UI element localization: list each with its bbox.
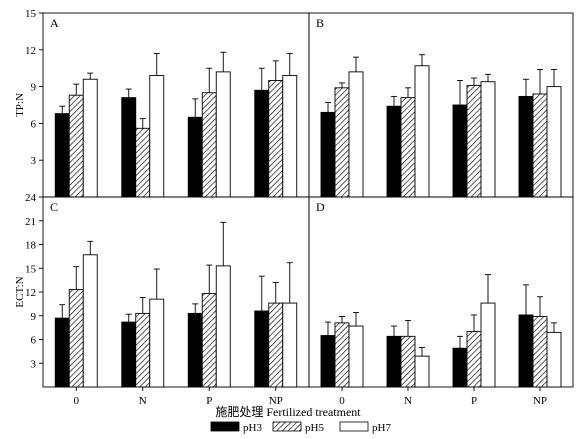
y-tick-label: 21 <box>25 216 36 228</box>
bar-d-0-ph3 <box>320 335 336 388</box>
bar-b-np-ph5 <box>532 93 548 198</box>
bar-c-np-ph7 <box>282 302 298 388</box>
y-tick-label: 15 <box>25 8 37 20</box>
bar-a-p-ph5 <box>201 92 217 198</box>
x-tick-label: NP <box>269 395 283 407</box>
panel-label-c: C <box>50 200 58 214</box>
bar-d-np-ph3 <box>518 314 534 388</box>
bar-c-0-ph5 <box>68 289 84 388</box>
bar-a-p-ph7 <box>215 71 231 198</box>
y-tick-label: 6 <box>31 335 37 347</box>
x-tick-label: N <box>139 395 147 407</box>
bar-a-np-ph3 <box>254 89 270 198</box>
bar-a-0-ph3 <box>54 113 70 198</box>
y-tick-label: 12 <box>25 287 36 299</box>
bar-d-n-ph5 <box>400 335 416 388</box>
bar-d-np-ph7 <box>546 331 562 388</box>
bar-b-0-ph5 <box>334 87 350 198</box>
bar-c-np-ph3 <box>254 310 270 388</box>
bar-d-0-ph5 <box>334 322 350 388</box>
bar-c-n-ph3 <box>121 321 137 388</box>
bar-b-0-ph7 <box>348 71 364 198</box>
y-tick-label: 18 <box>25 240 37 252</box>
bar-a-n-ph3 <box>121 97 137 198</box>
bar-a-np-ph5 <box>268 80 284 198</box>
y-axis-label-top: TP:N <box>14 93 26 117</box>
legend-swatch-ph5 <box>272 421 302 432</box>
y-tick-label: 24 <box>25 192 37 204</box>
panel-label-b: B <box>316 16 324 30</box>
y-axis-label-bottom: ECT:N <box>14 276 26 307</box>
x-tick-label: N <box>404 395 412 407</box>
bar-c-p-ph3 <box>187 312 203 388</box>
legend-label-ph3: pH3 <box>243 422 262 434</box>
bar-b-p-ph5 <box>466 84 482 198</box>
bar-d-n-ph7 <box>414 355 430 388</box>
x-axis-title: 施肥处理 Fertilized treatment <box>215 405 361 419</box>
bar-d-p-ph5 <box>466 331 482 388</box>
bar-d-np-ph5 <box>532 316 548 388</box>
y-tick-label: 15 <box>25 263 37 275</box>
x-tick-label: 0 <box>74 395 80 407</box>
bar-d-p-ph7 <box>480 302 496 388</box>
bar-b-np-ph7 <box>546 86 562 198</box>
bar-c-p-ph7 <box>215 265 231 388</box>
legend-swatch-ph3 <box>210 421 240 432</box>
bar-d-0-ph7 <box>348 325 364 388</box>
panel-label-a: A <box>50 16 59 30</box>
bar-a-0-ph5 <box>68 94 84 198</box>
bar-b-p-ph3 <box>452 104 468 198</box>
bar-b-n-ph3 <box>386 105 402 198</box>
bar-b-n-ph5 <box>400 97 416 198</box>
bar-a-p-ph3 <box>187 116 203 198</box>
bar-a-n-ph5 <box>135 127 151 198</box>
bar-d-n-ph3 <box>386 335 402 388</box>
bar-a-np-ph7 <box>282 75 298 198</box>
bar-d-p-ph3 <box>452 347 468 388</box>
y-tick-label: 9 <box>31 82 37 94</box>
panel-frame-d <box>308 196 574 388</box>
y-tick-label: 3 <box>31 358 37 370</box>
legend-label-ph7: pH7 <box>372 422 391 434</box>
bar-c-0-ph7 <box>82 254 98 388</box>
y-tick-label: 3 <box>31 155 37 167</box>
x-tick-label: P <box>206 395 212 407</box>
x-tick-label: 0 <box>339 395 345 407</box>
legend: pH3 pH5 pH7 <box>210 421 391 434</box>
y-tick-label: 9 <box>31 311 37 323</box>
bar-b-p-ph7 <box>480 81 496 198</box>
y-tick-label: 12 <box>25 45 36 57</box>
x-tick-label: P <box>471 395 477 407</box>
legend-swatch-ph7 <box>339 421 369 432</box>
bar-a-n-ph7 <box>149 75 165 198</box>
bar-c-n-ph7 <box>149 298 165 388</box>
x-tick-label: NP <box>533 395 547 407</box>
bar-c-np-ph5 <box>268 302 284 388</box>
bar-b-0-ph3 <box>320 111 336 198</box>
bar-a-0-ph7 <box>82 78 98 198</box>
bar-b-n-ph7 <box>414 65 430 198</box>
bar-c-p-ph5 <box>201 293 217 388</box>
panel-label-d: D <box>316 200 325 214</box>
bar-c-n-ph5 <box>135 312 151 388</box>
y-tick-label: 6 <box>31 118 37 130</box>
bar-b-np-ph3 <box>518 95 534 198</box>
bar-c-0-ph3 <box>54 317 70 388</box>
legend-label-ph5: pH5 <box>305 422 324 434</box>
